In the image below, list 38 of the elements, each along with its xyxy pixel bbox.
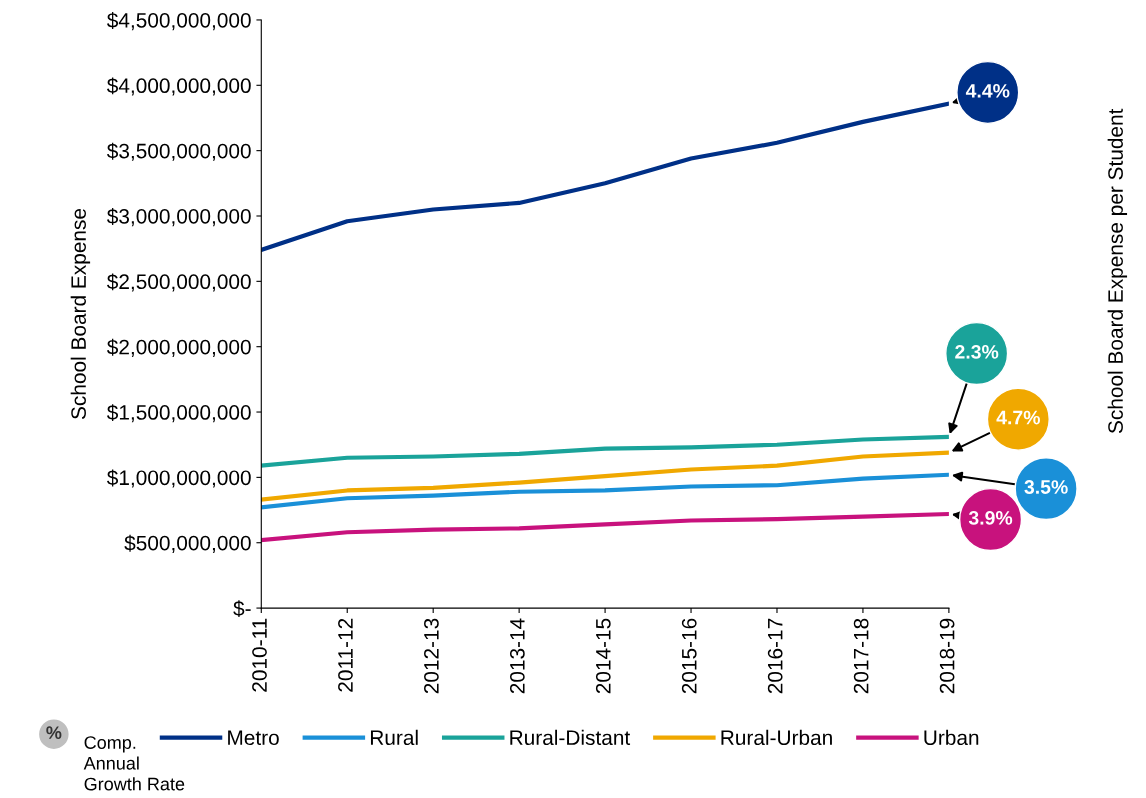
annotation: 3.9% [968,510,1013,525]
line-series [261,450,949,502]
x-tick-label: 2011-12 [338,618,353,692]
line-series [261,511,949,543]
annotation: 2.3% [955,344,999,359]
x-tick-label: 2017-18 [853,618,869,694]
legend-label: Rural-Distant [510,729,631,746]
line-series [261,434,949,468]
y-tick-label: $- [233,600,251,618]
text: School Board Expense per Student [1107,108,1128,434]
y-tick-label: $3,500,000,000 [106,142,251,161]
y-tick-label: $2,000,000,000 [106,338,251,357]
y-tick-label: $500,000,000 [124,534,251,553]
y-tick-label: $2,500,000,000 [106,273,251,292]
x-tick-label: 2012-13 [424,618,439,694]
legend-label: Rural-Urban [721,729,832,746]
line-series [261,101,949,253]
text: % [46,726,62,739]
y-tick-label: $4,500,000,000 [106,12,251,31]
x-tick-label: 2010-11 [252,618,267,692]
x-tick-label: 2016-17 [767,618,783,694]
text: Comp. Annual Growth Rate [83,736,185,791]
x-tick-label: 2015-16 [681,618,697,694]
y-axis-title: School Board Expense [70,208,91,420]
y-tick-label: $3,000,000,000 [106,208,251,227]
line-series [261,472,949,510]
y-tick-label: $1,000,000,000 [106,469,251,488]
x-tick-label: 2014-15 [595,618,611,694]
y-tick-label: $4,000,000,000 [106,77,251,96]
y-tick-label: $1,500,000,000 [106,404,251,423]
legend-label: Urban [924,729,979,746]
annotation: 4.7% [996,410,1040,425]
x-tick-label: 2018-19 [939,618,955,694]
x-tick-label: 2013-14 [509,618,525,694]
annotation: 3.5% [1024,480,1068,494]
annotation: 4.4% [965,83,1010,98]
legend-label: Rural [370,729,418,746]
legend-label: Metro [228,730,279,746]
